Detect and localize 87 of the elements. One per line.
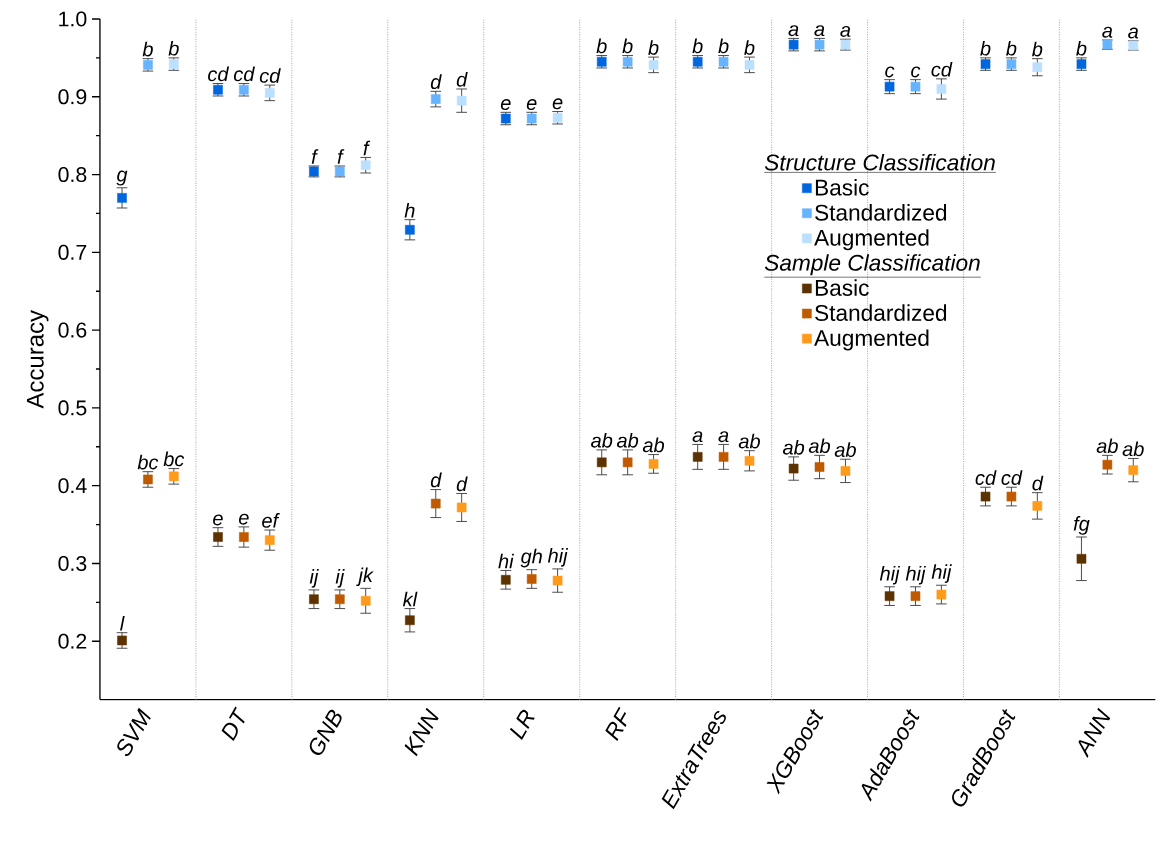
data-label: ab — [616, 433, 639, 448]
data-label: f — [363, 140, 371, 156]
data-label: kl — [402, 592, 418, 607]
data-label: b — [622, 38, 633, 54]
data-label: b — [692, 38, 703, 54]
data-label: bc — [163, 451, 185, 467]
data-label: b — [1006, 41, 1017, 56]
data-label: a — [1102, 27, 1113, 38]
data-label: b — [718, 38, 729, 54]
data-label: e — [500, 99, 511, 111]
data-label: e — [552, 98, 563, 110]
data-label: a — [788, 25, 799, 37]
data-label: gh — [520, 549, 542, 568]
data-label: hi — [498, 553, 515, 569]
data-label: ab — [1096, 438, 1118, 454]
data-label: a — [1128, 27, 1139, 39]
legend-label: Basic — [815, 279, 869, 297]
data-label: hij — [931, 564, 952, 584]
data-label: b — [1076, 41, 1087, 56]
data-label: c — [911, 66, 921, 78]
y-tick-label: 0.2 — [58, 633, 87, 650]
data-label: ab — [642, 437, 665, 453]
y-tick-label: 0.7 — [58, 245, 87, 261]
data-label: a — [840, 26, 851, 38]
data-label: f — [337, 149, 345, 164]
data-label: fg — [1073, 516, 1090, 535]
y-tick-label: 0.4 — [58, 478, 87, 494]
y-axis-title: Accuracy — [26, 310, 49, 409]
data-label: ij — [309, 569, 319, 588]
data-label: d — [456, 72, 468, 87]
data-label: cd — [1001, 470, 1023, 486]
legend-label: Augmented — [814, 229, 929, 251]
data-label: a — [692, 431, 703, 443]
data-label: d — [456, 476, 468, 492]
data-label: d — [430, 74, 442, 90]
data-label: ab — [738, 433, 760, 449]
data-label: hij — [879, 566, 901, 585]
y-tick-label: 0.6 — [58, 322, 87, 338]
data-label: e — [238, 513, 249, 525]
data-label: b — [168, 41, 179, 56]
data-label: hij — [905, 566, 926, 585]
y-tick-label: 1.0 — [59, 11, 87, 27]
data-label: ab — [834, 442, 856, 458]
data-label: b — [1032, 41, 1043, 57]
x-tick-label: RF — [605, 707, 627, 742]
legend-label: Augmented — [814, 329, 929, 351]
data-label: e — [213, 514, 223, 526]
data-label: ij — [335, 569, 345, 588]
legend-label: Standardized — [815, 304, 947, 322]
data-label: bc — [137, 454, 159, 470]
data-label: b — [142, 41, 153, 57]
data-label: d — [430, 472, 442, 488]
data-label: b — [648, 40, 659, 56]
y-tick-label: 0.3 — [58, 556, 87, 572]
data-label: c — [885, 66, 895, 78]
data-label: l — [120, 616, 125, 631]
data-label: ab — [808, 438, 831, 454]
y-tick-label: 0.8 — [58, 167, 87, 183]
data-label: ab — [782, 440, 805, 455]
y-tick-label: 0.5 — [58, 400, 87, 416]
data-label: g — [116, 170, 128, 186]
data-label: ab — [1122, 441, 1144, 457]
legend-label: Basic — [815, 179, 869, 196]
data-label: cd — [208, 66, 230, 82]
data-label: b — [596, 38, 607, 54]
data-label: d — [1032, 475, 1044, 491]
data-label: jk — [356, 567, 374, 587]
data-label: b — [980, 41, 991, 56]
y-tick-label: 0.9 — [58, 89, 87, 105]
annotation: Structure Classification — [764, 154, 995, 171]
data-label: a — [814, 25, 825, 37]
data-label: ef — [262, 513, 280, 528]
data-label: f — [311, 149, 319, 164]
x-tick-label: LR — [509, 710, 535, 741]
data-label: hij — [547, 548, 569, 567]
x-tick-label: DT — [221, 706, 245, 742]
data-label: a — [718, 431, 729, 443]
legend-label: Standardized — [815, 204, 947, 221]
data-label: cd — [259, 68, 281, 84]
data-label: cd — [931, 62, 953, 77]
annotation: Sample Classification — [764, 254, 980, 276]
data-label: ab — [591, 433, 613, 448]
data-label: cd — [975, 470, 997, 486]
data-label: cd — [233, 66, 255, 82]
data-label: b — [744, 40, 755, 56]
data-label: h — [404, 203, 415, 218]
data-label: e — [526, 99, 537, 111]
